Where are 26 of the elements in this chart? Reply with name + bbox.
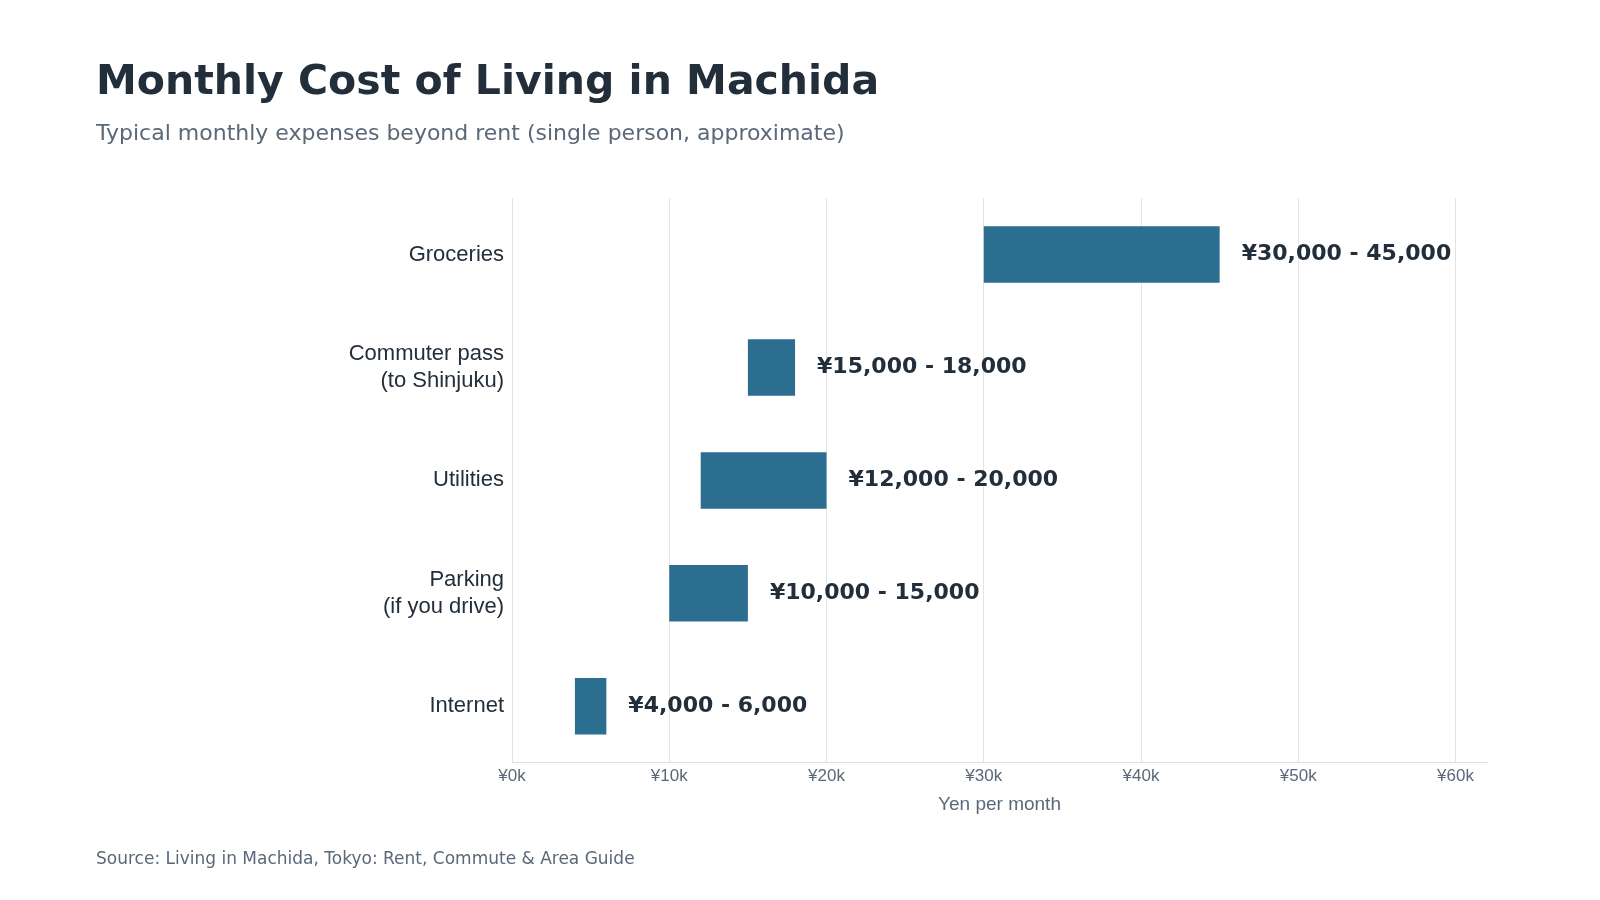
annotation: ¥12,000 - 20,000 <box>848 466 1059 492</box>
bar <box>983 226 1220 283</box>
x-tick-label: ¥20k <box>807 765 846 785</box>
x-axis-title: Yen per month <box>938 792 1061 814</box>
x-tick-label: ¥0k <box>497 765 527 785</box>
source-note: Source: Living in Machida, Tokyo: Rent, Commute & Area Guide <box>96 848 635 868</box>
y-tick-label: Parking (if you drive) <box>382 566 504 618</box>
annotation: ¥30,000 - 45,000 <box>1241 240 1452 266</box>
annotation: ¥10,000 - 15,000 <box>769 579 980 605</box>
x-tick-label: ¥10k <box>649 765 689 785</box>
bar <box>669 565 748 622</box>
y-tick-label: Utilities <box>433 466 504 492</box>
y-tick-label: Commuter pass (to Shinjuku) <box>348 340 504 392</box>
chart-subtitle: Typical monthly expenses beyond rent (single person, approximate) <box>96 120 845 145</box>
x-tick-label: ¥50k <box>1278 765 1318 785</box>
bar <box>700 452 827 509</box>
chart-title: Monthly Cost of Living in Machida <box>96 56 880 104</box>
x-tick-label: ¥60k <box>1436 765 1475 785</box>
bar <box>747 339 796 396</box>
y-tick-label: Internet <box>429 692 504 718</box>
y-tick-label: Groceries <box>408 240 504 266</box>
bar <box>574 678 607 735</box>
annotation: ¥15,000 - 18,000 <box>817 353 1027 379</box>
annotation: ¥4,000 - 6,000 <box>628 692 808 718</box>
x-tick-label: ¥40k <box>1121 765 1160 785</box>
x-tick-label: ¥30k <box>964 765 1003 785</box>
